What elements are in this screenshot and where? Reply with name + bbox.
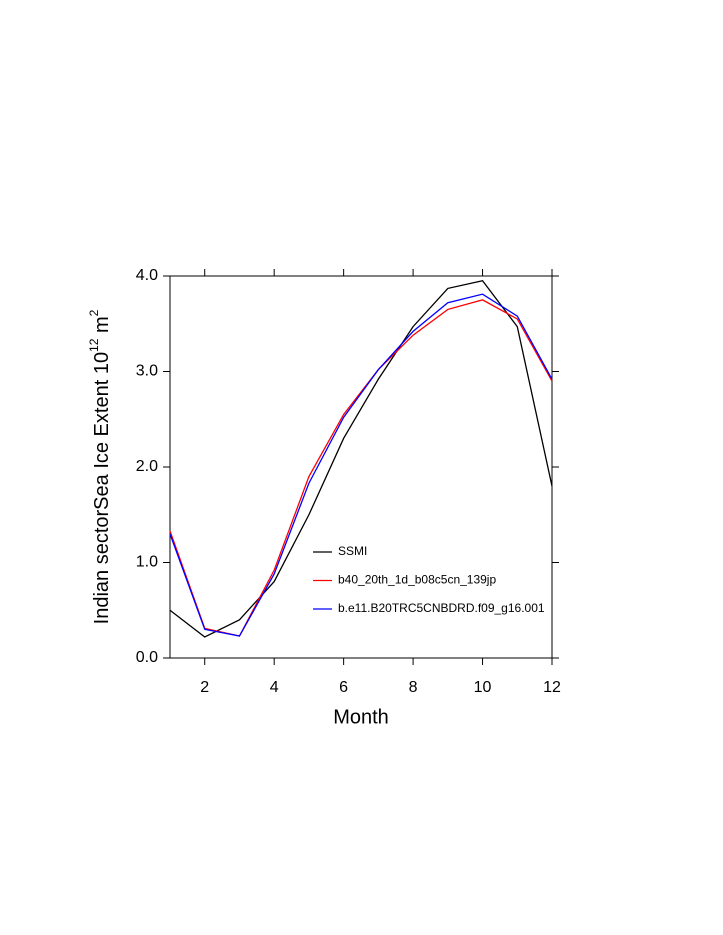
x-tick-label: 2 — [200, 679, 209, 696]
y-axis-title-unit: m — [91, 316, 113, 338]
x-tick-label: 6 — [339, 679, 348, 696]
y-axis-title: Indian sectorSea Ice Extent 1012 m2 — [87, 309, 113, 624]
y-axis-title-text: Indian sectorSea Ice Extent 10 — [91, 352, 113, 624]
y-tick-label: 3.0 — [136, 363, 158, 380]
legend-label: SSMI — [338, 544, 367, 558]
series-line — [169, 293, 553, 637]
y-tick-label: 2.0 — [136, 458, 158, 475]
y-axis-title-unit-exponent: 2 — [87, 309, 101, 316]
x-tick-label: 4 — [270, 679, 279, 696]
legend-label: b.e11.B20TRC5CNBDRD.f09_g16.001 — [338, 601, 545, 615]
legend-label: b40_20th_1d_b08c5cn_139jp — [338, 573, 496, 587]
x-tick-label: 8 — [409, 679, 418, 696]
x-axis-title: Month — [333, 706, 389, 728]
series-line — [169, 280, 553, 638]
y-axis-title-exponent: 12 — [87, 338, 101, 352]
x-tick-label: 12 — [543, 679, 561, 696]
y-tick-label: 0.0 — [136, 649, 158, 666]
x-tick-label: 10 — [474, 679, 492, 696]
y-tick-label: 4.0 — [136, 267, 158, 284]
y-tick-label: 1.0 — [136, 554, 158, 571]
